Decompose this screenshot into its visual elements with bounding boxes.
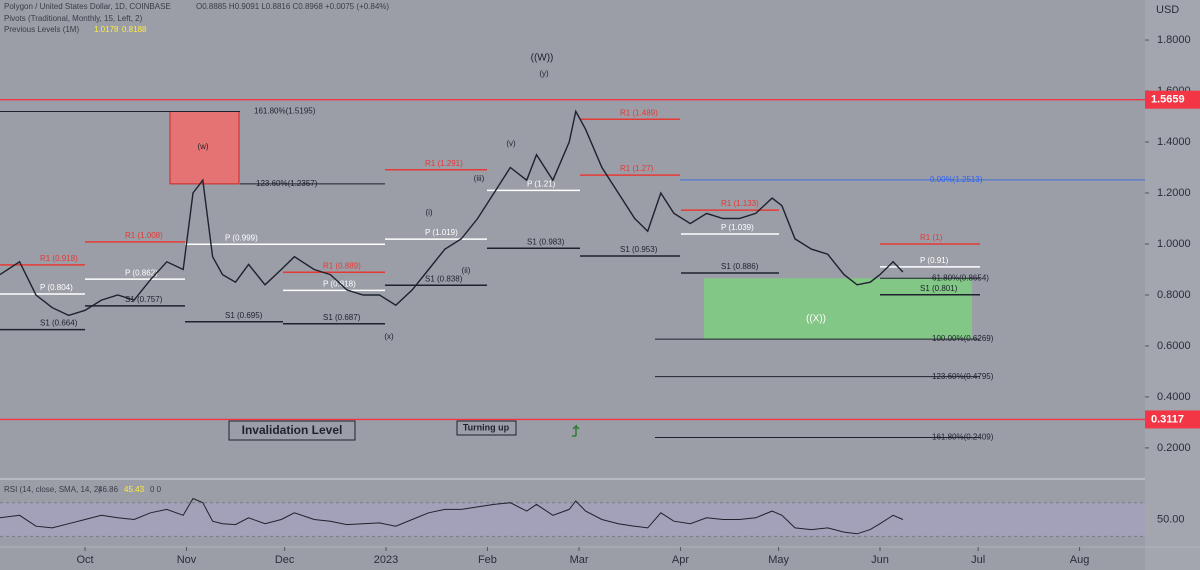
pivot-label: P (0.999) [225,233,258,242]
fib-label: 161.80%(1.5195) [254,107,316,116]
wave-label: (i) [425,208,432,217]
pivot-label: R1 (1.27) [620,164,654,173]
x-tick-label: Nov [177,554,197,566]
y-tick-label: 0.8000 [1157,289,1191,301]
wave-label: ((W)) [531,53,554,64]
pivot-label: S1 (0.886) [721,262,759,271]
price-badge [1145,410,1200,429]
pivot-label: R1 (1.008) [125,231,163,240]
fib-label: 61.80%(0.8654) [932,273,989,282]
x-tick-label: Apr [672,554,689,566]
fib-label: 161.80%(0.2409) [932,433,994,442]
pivot-label: R1 (1) [920,233,943,242]
annotation-box [456,420,517,436]
indicator: Pivots (Traditional, Monthly, 15, Left, … [4,14,143,23]
rsi-label: RSI (14, close, SMA, 14, 2) [4,485,101,494]
pivot-label: S1 (0.687) [323,313,361,322]
pivot-label: P (1.21) [527,180,556,189]
fib-label: 100.00%(0.6269) [932,334,994,343]
prev-low: 0.8188 [122,25,147,34]
wave-label: (v) [506,139,516,148]
price-badge-label: 0.3117 [1151,413,1184,425]
target-zone [704,278,972,340]
wave-label: (iii) [474,174,485,183]
wave-label: ((X)) [806,314,826,325]
pivot-label: R1 (1.489) [620,108,658,117]
pivot-label: S1 (0.983) [527,237,565,246]
pivot-label: P (1.019) [425,228,458,237]
fib-label: 123.60%(1.2357) [256,179,318,188]
pivot-label: R1 (1.291) [425,159,463,168]
currency: USD [1156,4,1179,16]
pivot-label: S1 (0.664) [40,319,78,328]
y-tick-label: 1.0000 [1157,238,1191,250]
price-badge-label: 1.5659 [1151,94,1185,106]
rsi-tick-label: 50.00 [1157,513,1185,525]
annotations: ((W)) (y) (w) (x) ((X)) (i) (ii) (iii) (… [197,53,826,441]
invalidation-label: Invalidation Level [242,423,343,437]
pivot-label: P (0.91) [920,256,949,265]
rsi-sma: 45.43 [124,485,145,494]
rsi-value: 46.86 [98,485,119,494]
pivot-label: R1 (1.133) [721,199,759,208]
turning-label: Turning up [463,422,510,432]
x-tick-label: Dec [275,554,295,566]
wave-label: (ii) [462,266,471,275]
pivot-label: P (0.804) [40,283,73,292]
x-tick-label: Aug [1070,554,1090,566]
y-tick-label: 0.4000 [1157,391,1191,403]
fib-label: 0.00%(1.2513) [930,175,983,184]
x-tick-label: Feb [478,554,497,566]
y-tick-label: 1.4000 [1157,136,1191,148]
y-tick-label: 1.8000 [1157,34,1191,46]
x-tick-label: May [768,554,789,566]
x-tick-label: Jun [871,554,889,566]
pivot-label: R1 (0.918) [40,254,78,263]
y-tick-label: 0.2000 [1157,442,1191,454]
pivot-label: S1 (0.801) [920,284,958,293]
wave-label: (w) [197,142,208,151]
rsi-band [0,502,1145,537]
wave-label: (x) [384,332,394,341]
price-line-series [0,109,904,317]
x-tick-label: Mar [570,554,589,566]
pivot-label: R1 (0.889) [323,261,361,270]
rsi-line [0,497,904,535]
title: Polygon / United States Dollar, 1D, COIN… [4,2,171,11]
ohlc: O0.8885 H0.9091 L0.8816 C0.8968 +0.0075 … [196,2,389,11]
x-tick-label: Jul [971,554,985,566]
price-badge [1145,90,1200,109]
y-tick-label: 1.2000 [1157,187,1191,199]
pivot-label: S1 (0.757) [125,295,163,304]
pivot-label: P (0.862) [125,268,158,277]
pivot-label: P (1.039) [721,223,754,232]
pivot-label: S1 (0.695) [225,311,263,320]
y-tick-label: 0.6000 [1157,340,1191,352]
rsi-extra: 0 0 [150,485,162,494]
prev-high: 1.0178 [94,25,119,34]
pivot-label: S1 (0.838) [425,274,463,283]
pivot-label: S1 (0.953) [620,245,658,254]
fib-label: 123.60%(0.4795) [932,372,994,381]
x-tick-label: Oct [76,554,93,566]
wave-label: (y) [539,69,549,78]
annotation-box [228,420,356,441]
invalidation-zone [169,111,240,185]
prev-levels: Previous Levels (1M) [4,25,79,34]
x-tick-label: 2023 [374,554,398,566]
arrow-icon [572,424,580,437]
